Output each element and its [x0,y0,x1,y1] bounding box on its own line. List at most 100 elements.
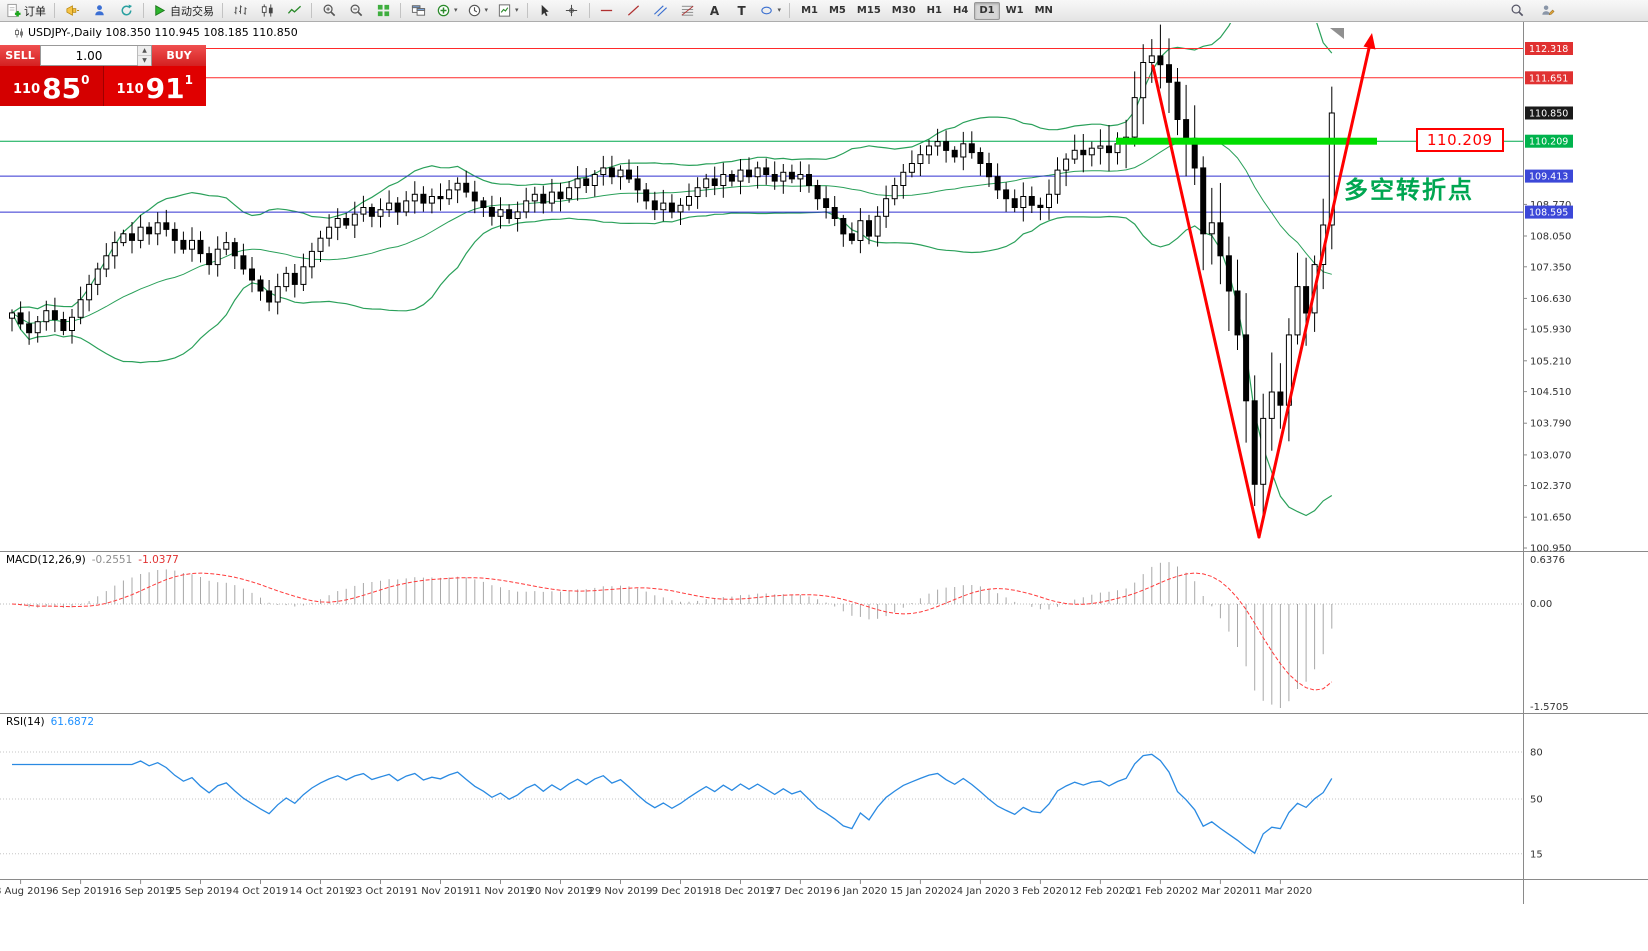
sell-price-figure: 110 [13,82,41,97]
volume-down-button[interactable]: ▼ [138,56,151,66]
channel-icon [654,5,668,17]
separator [311,3,312,18]
trendline-icon [627,5,640,16]
search-icon [1511,4,1523,17]
candlestick-icon [261,4,273,17]
chevron-down-icon: ▾ [777,6,782,14]
ohlc-bars-icon [233,5,247,15]
cursor-icon [541,4,549,17]
tile-windows-button[interactable] [370,1,396,21]
zoom-in-icon [323,4,335,17]
alerts-button[interactable] [59,1,85,21]
timeframe-button-m30[interactable]: M30 [891,4,916,16]
text-tool-button[interactable]: A [702,1,728,21]
new-order-button[interactable]: 订单 [2,1,50,21]
horizontal-line-button[interactable] [594,1,620,21]
one-click-trading-panel: SELL 1.00 ▲ ▼ BUY 110 85 0 110 91 1 [0,45,206,106]
macd-main-value: -0.2551 [91,554,133,566]
crosshair-icon [565,4,578,17]
rsi-value: 61.6872 [50,716,95,728]
new-order-label: 订单 [24,4,46,18]
timeframe-button-d1[interactable]: D1 [974,1,1000,20]
timeframe-button-mn[interactable]: MN [1034,4,1053,16]
line-chart-button[interactable] [281,1,307,21]
templates-button[interactable]: ▾ [493,1,523,21]
cascade-windows-button[interactable] [405,1,431,21]
chart-viewport[interactable] [0,22,1523,879]
timeframe-button-h1[interactable]: H1 [926,4,942,16]
zoom-out-icon [350,4,362,17]
zoom-out-button[interactable] [343,1,369,21]
chart-title: USDJPY-,Daily 108.350 110.945 108.185 11… [14,26,298,39]
refresh-button[interactable] [113,1,139,21]
ellipse-shape-icon [760,6,772,15]
clock-icon [468,4,480,17]
chart-symbol-icon [15,28,23,37]
chevron-down-icon: ▾ [484,6,489,14]
fibonacci-button[interactable] [675,1,701,21]
price-annotation-label: 110.209 [1416,128,1504,152]
timeframe-button-h4[interactable]: H4 [952,4,969,16]
cursor-button[interactable] [532,1,558,21]
separator [526,3,528,18]
account-button[interactable] [1534,1,1560,21]
trendline-button[interactable] [621,1,647,21]
buy-price-pips: 91 [145,72,185,106]
volume-box: 1.00 ▲ ▼ [40,45,152,66]
windows-icon [411,5,425,16]
toolbar-right-group [1504,1,1560,21]
text-label-icon: T [737,3,746,18]
shapes-button[interactable]: ▾ [756,1,786,21]
bar-chart-button[interactable] [227,1,253,21]
price-axis[interactable] [1523,22,1648,904]
line-chart-icon [287,5,301,14]
macd-name: MACD(12,26,9) [6,554,86,566]
time-axis[interactable] [0,879,1523,904]
turning-point-note: 多空转折点 [1344,176,1474,204]
fibonacci-icon [681,5,694,16]
new-order-icon [7,3,21,18]
macd-signal-value: -1.0377 [138,554,179,566]
timeframe-button-m15[interactable]: M15 [856,4,881,16]
volume-input[interactable]: 1.00 [75,48,103,63]
toolbar: 订单 自动交易 ▾ ▾ ▾ [0,0,1648,22]
grid-tiles-icon [377,4,389,17]
channel-button[interactable] [648,1,674,21]
text-tool-icon: A [709,3,720,18]
account-edit-icon [1541,5,1554,16]
buy-price-figure: 110 [116,82,144,97]
chart-title-text: USDJPY-,Daily 108.350 110.945 108.185 11… [28,26,298,39]
text-label-button[interactable]: T [729,1,755,21]
separator [54,3,55,18]
alert-horn-icon [66,5,79,16]
separator [588,3,590,18]
timeframe-button-m1[interactable]: M1 [801,4,818,16]
search-button[interactable] [1504,1,1530,21]
volume-up-button[interactable]: ▲ [138,46,151,56]
autotrading-button[interactable]: 自动交易 [148,1,218,21]
buy-price[interactable]: 110 91 1 [103,66,206,106]
separator [143,3,144,18]
periods-button[interactable]: ▾ [463,1,493,21]
timeframe-button-w1[interactable]: W1 [1005,4,1024,16]
zoom-in-button[interactable] [316,1,342,21]
indicators-button[interactable]: ▾ [432,1,462,21]
rsi-header: RSI(14) 61.6872 [6,716,94,728]
separator [222,3,223,18]
crosshair-button[interactable] [559,1,585,21]
buy-button[interactable]: BUY [152,45,206,66]
sell-price-pips: 85 [42,72,82,106]
chevron-down-icon: ▾ [454,6,458,14]
separator [400,3,401,18]
autotrading-label: 自动交易 [170,4,214,18]
refresh-icon [121,4,132,16]
navigator-button[interactable] [86,1,112,21]
sell-price[interactable]: 110 85 0 [0,66,104,106]
rsi-name: RSI(14) [6,716,45,728]
sell-button[interactable]: SELL [0,45,40,66]
horizontal-line-icon [600,9,613,12]
candlestick-chart-button[interactable] [254,1,280,21]
timeframe-button-m5[interactable]: M5 [828,4,846,16]
sell-price-point: 0 [81,73,90,87]
play-icon [155,5,166,16]
